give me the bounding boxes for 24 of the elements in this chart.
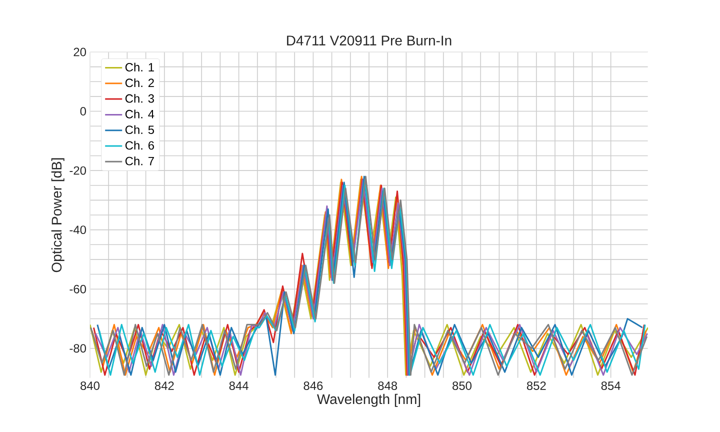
x-tick-label: 850: [452, 382, 472, 390]
y-tick-label: -20: [70, 166, 86, 175]
legend-label: Ch. 4: [125, 110, 154, 118]
chart-title: D4711 V20911 Pre Burn-In: [287, 36, 452, 46]
x-tick-label: 854: [601, 382, 620, 390]
x-tick-label: 848: [378, 382, 398, 390]
x-tick-label: 846: [304, 382, 323, 390]
x-tick-label: 840: [80, 382, 100, 390]
y-tick-label: -80: [70, 344, 86, 353]
legend-label: Ch. 5: [125, 125, 154, 134]
y-tick-label: 0: [80, 107, 86, 116]
legend-label: Ch. 7: [125, 156, 154, 166]
x-tick-label: 842: [154, 382, 174, 390]
legend-label: Ch. 2: [125, 78, 154, 88]
legend-label: Ch. 1: [125, 62, 154, 72]
legend-label: Ch. 6: [125, 140, 154, 150]
x-tick-label: 844: [229, 382, 248, 390]
y-tick-label: -60: [70, 284, 86, 294]
x-axis-title: Wavelength [nm]: [316, 394, 420, 407]
y-axis-title: Optical Power [dB]: [51, 158, 64, 272]
legend-label: Ch. 3: [125, 94, 154, 103]
y-tick-label: -40: [70, 226, 86, 234]
y-tick-label: 20: [74, 48, 86, 56]
x-tick-label: 852: [526, 382, 546, 390]
